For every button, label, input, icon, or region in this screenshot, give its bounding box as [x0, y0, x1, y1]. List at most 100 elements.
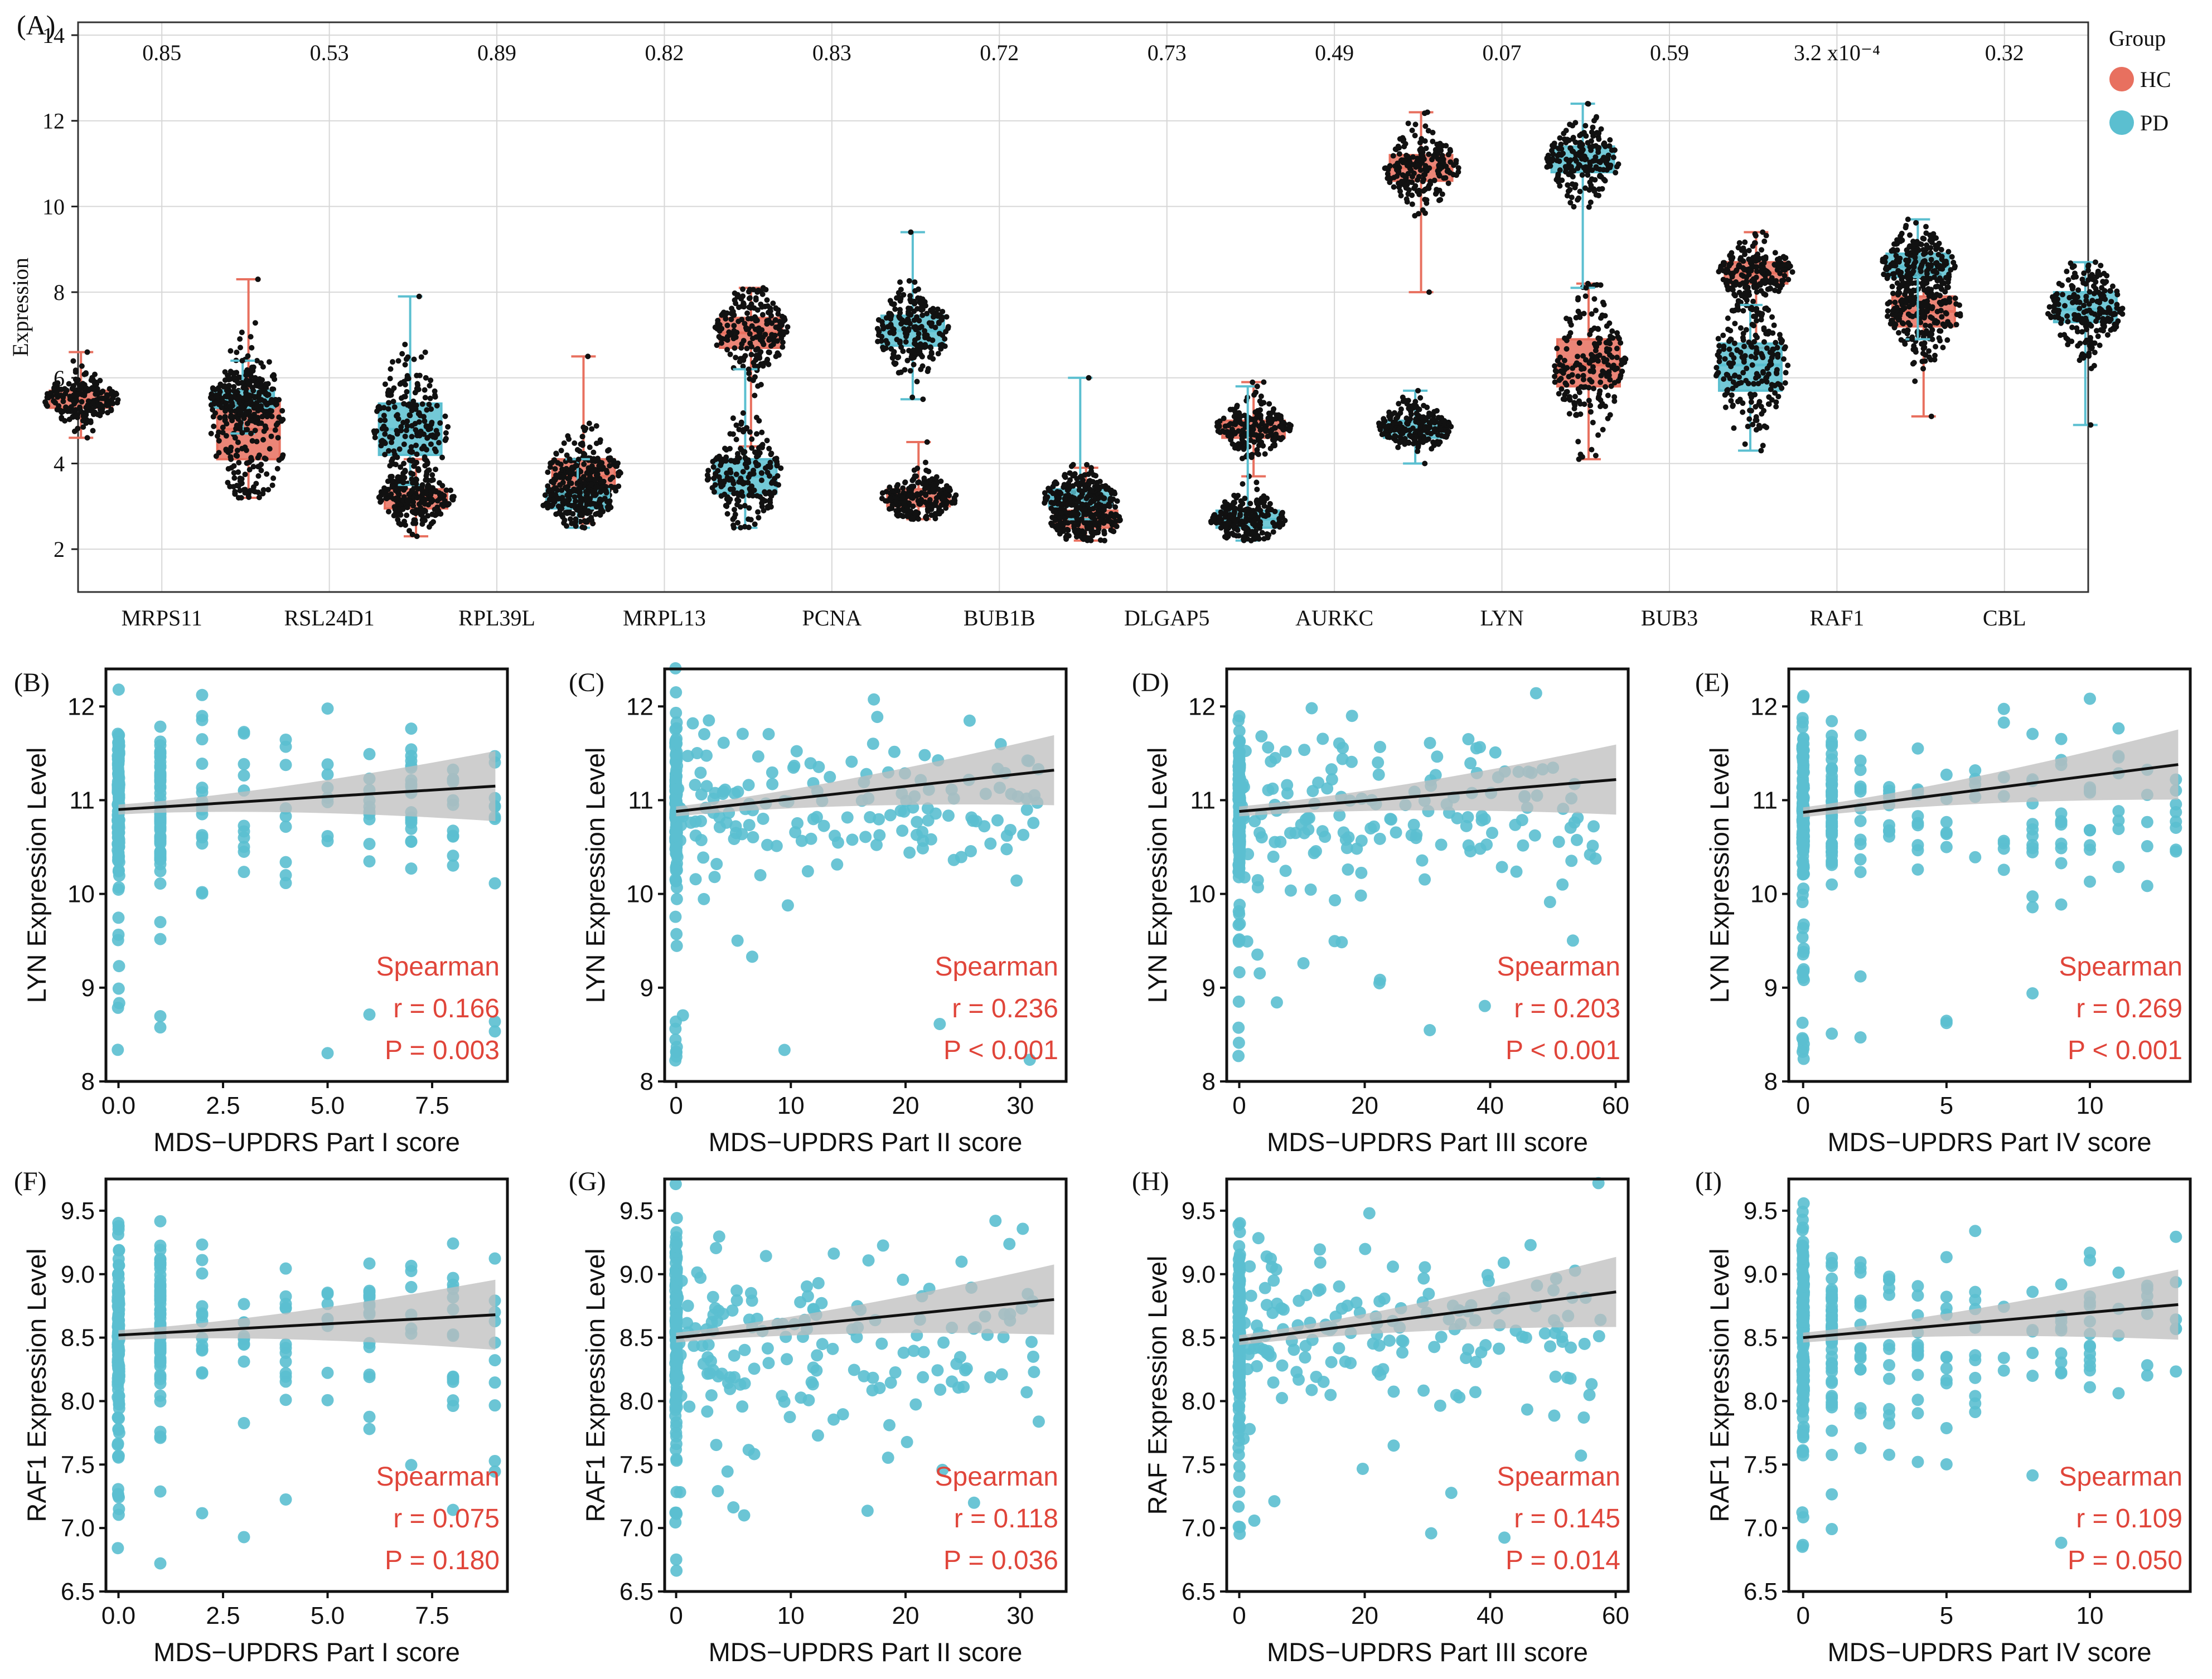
data-point [248, 334, 254, 340]
data-point [410, 520, 417, 526]
data-point [727, 486, 733, 492]
data-point [717, 481, 723, 487]
data-point [919, 296, 926, 302]
data-point [276, 457, 282, 463]
data-point [575, 457, 582, 463]
data-point [234, 350, 240, 356]
data-point [411, 356, 417, 362]
data-point [264, 392, 270, 399]
data-point [1261, 536, 1267, 542]
data-point [766, 491, 772, 497]
data-point [394, 412, 400, 418]
data-point [425, 513, 431, 519]
data-point [775, 307, 781, 313]
data-point [433, 448, 439, 454]
data-point [925, 508, 931, 514]
data-point [47, 390, 54, 396]
data-point [54, 406, 60, 413]
data-point [70, 358, 76, 364]
data-point [1894, 247, 1900, 253]
data-point [1762, 279, 1768, 285]
data-point [414, 533, 420, 540]
data-point [445, 502, 451, 508]
data-point [1953, 322, 1959, 328]
data-point [265, 412, 271, 418]
data-point [755, 287, 761, 293]
data-point [1551, 140, 1557, 147]
data-point [2053, 292, 2059, 298]
data-point [53, 389, 59, 395]
data-point [1415, 163, 1421, 169]
data-point [231, 470, 237, 476]
data-point [908, 229, 914, 235]
data-point [1593, 343, 1599, 350]
data-point [1043, 497, 1049, 503]
data-point [738, 345, 744, 351]
data-point [409, 449, 415, 455]
data-point [1757, 282, 1763, 288]
data-point [1604, 161, 1610, 167]
data-point [97, 413, 103, 419]
y-tick-label: 14 [42, 23, 65, 48]
data-point [567, 456, 573, 462]
data-point [1420, 207, 1426, 213]
data-point [412, 390, 418, 396]
data-point [1422, 168, 1429, 174]
data-point [1548, 148, 1555, 154]
data-point [596, 463, 602, 469]
data-point [1894, 304, 1900, 310]
data-point [1395, 444, 1401, 450]
data-point [280, 452, 286, 458]
data-point [1572, 394, 1578, 400]
data-point [252, 428, 258, 434]
data-point [1278, 512, 1284, 518]
data-point [1910, 268, 1916, 274]
data-point [71, 383, 77, 389]
data-point [879, 333, 885, 339]
data-point [577, 483, 583, 489]
data-point [1609, 354, 1615, 360]
data-point [1585, 169, 1591, 175]
data-point [1923, 322, 1929, 328]
data-point [404, 423, 410, 429]
data-point [902, 330, 908, 336]
data-point [1589, 447, 1595, 453]
data-point [222, 408, 229, 414]
data-point [749, 483, 755, 489]
data-point [1052, 517, 1058, 523]
data-point [442, 498, 448, 504]
data-point [238, 409, 244, 415]
data-point [2114, 288, 2120, 294]
data-point [904, 512, 911, 518]
data-point [276, 397, 282, 403]
data-point [914, 378, 920, 385]
data-point [231, 388, 237, 394]
data-point [554, 474, 560, 481]
data-point [1424, 197, 1430, 203]
data-point [1590, 133, 1596, 139]
data-point [404, 418, 410, 424]
data-point [1891, 275, 1897, 281]
data-point [1611, 380, 1618, 386]
data-point [423, 447, 429, 453]
data-point [60, 399, 66, 405]
data-point [402, 433, 408, 439]
data-point [400, 479, 406, 486]
data-point [1408, 411, 1414, 418]
data-point [1552, 363, 1558, 369]
data-point [910, 503, 916, 509]
data-point [1248, 454, 1255, 460]
data-point [401, 378, 407, 385]
data-point [1909, 336, 1915, 342]
data-point [1430, 439, 1436, 445]
data-point [1761, 325, 1767, 331]
data-point [771, 489, 777, 496]
data-point [1419, 136, 1425, 142]
data-point [242, 444, 248, 450]
data-point [228, 348, 234, 354]
data-point [1928, 245, 1934, 251]
data-point [442, 413, 448, 419]
data-point [396, 520, 402, 526]
data-point [1086, 536, 1092, 542]
data-point [752, 392, 758, 399]
